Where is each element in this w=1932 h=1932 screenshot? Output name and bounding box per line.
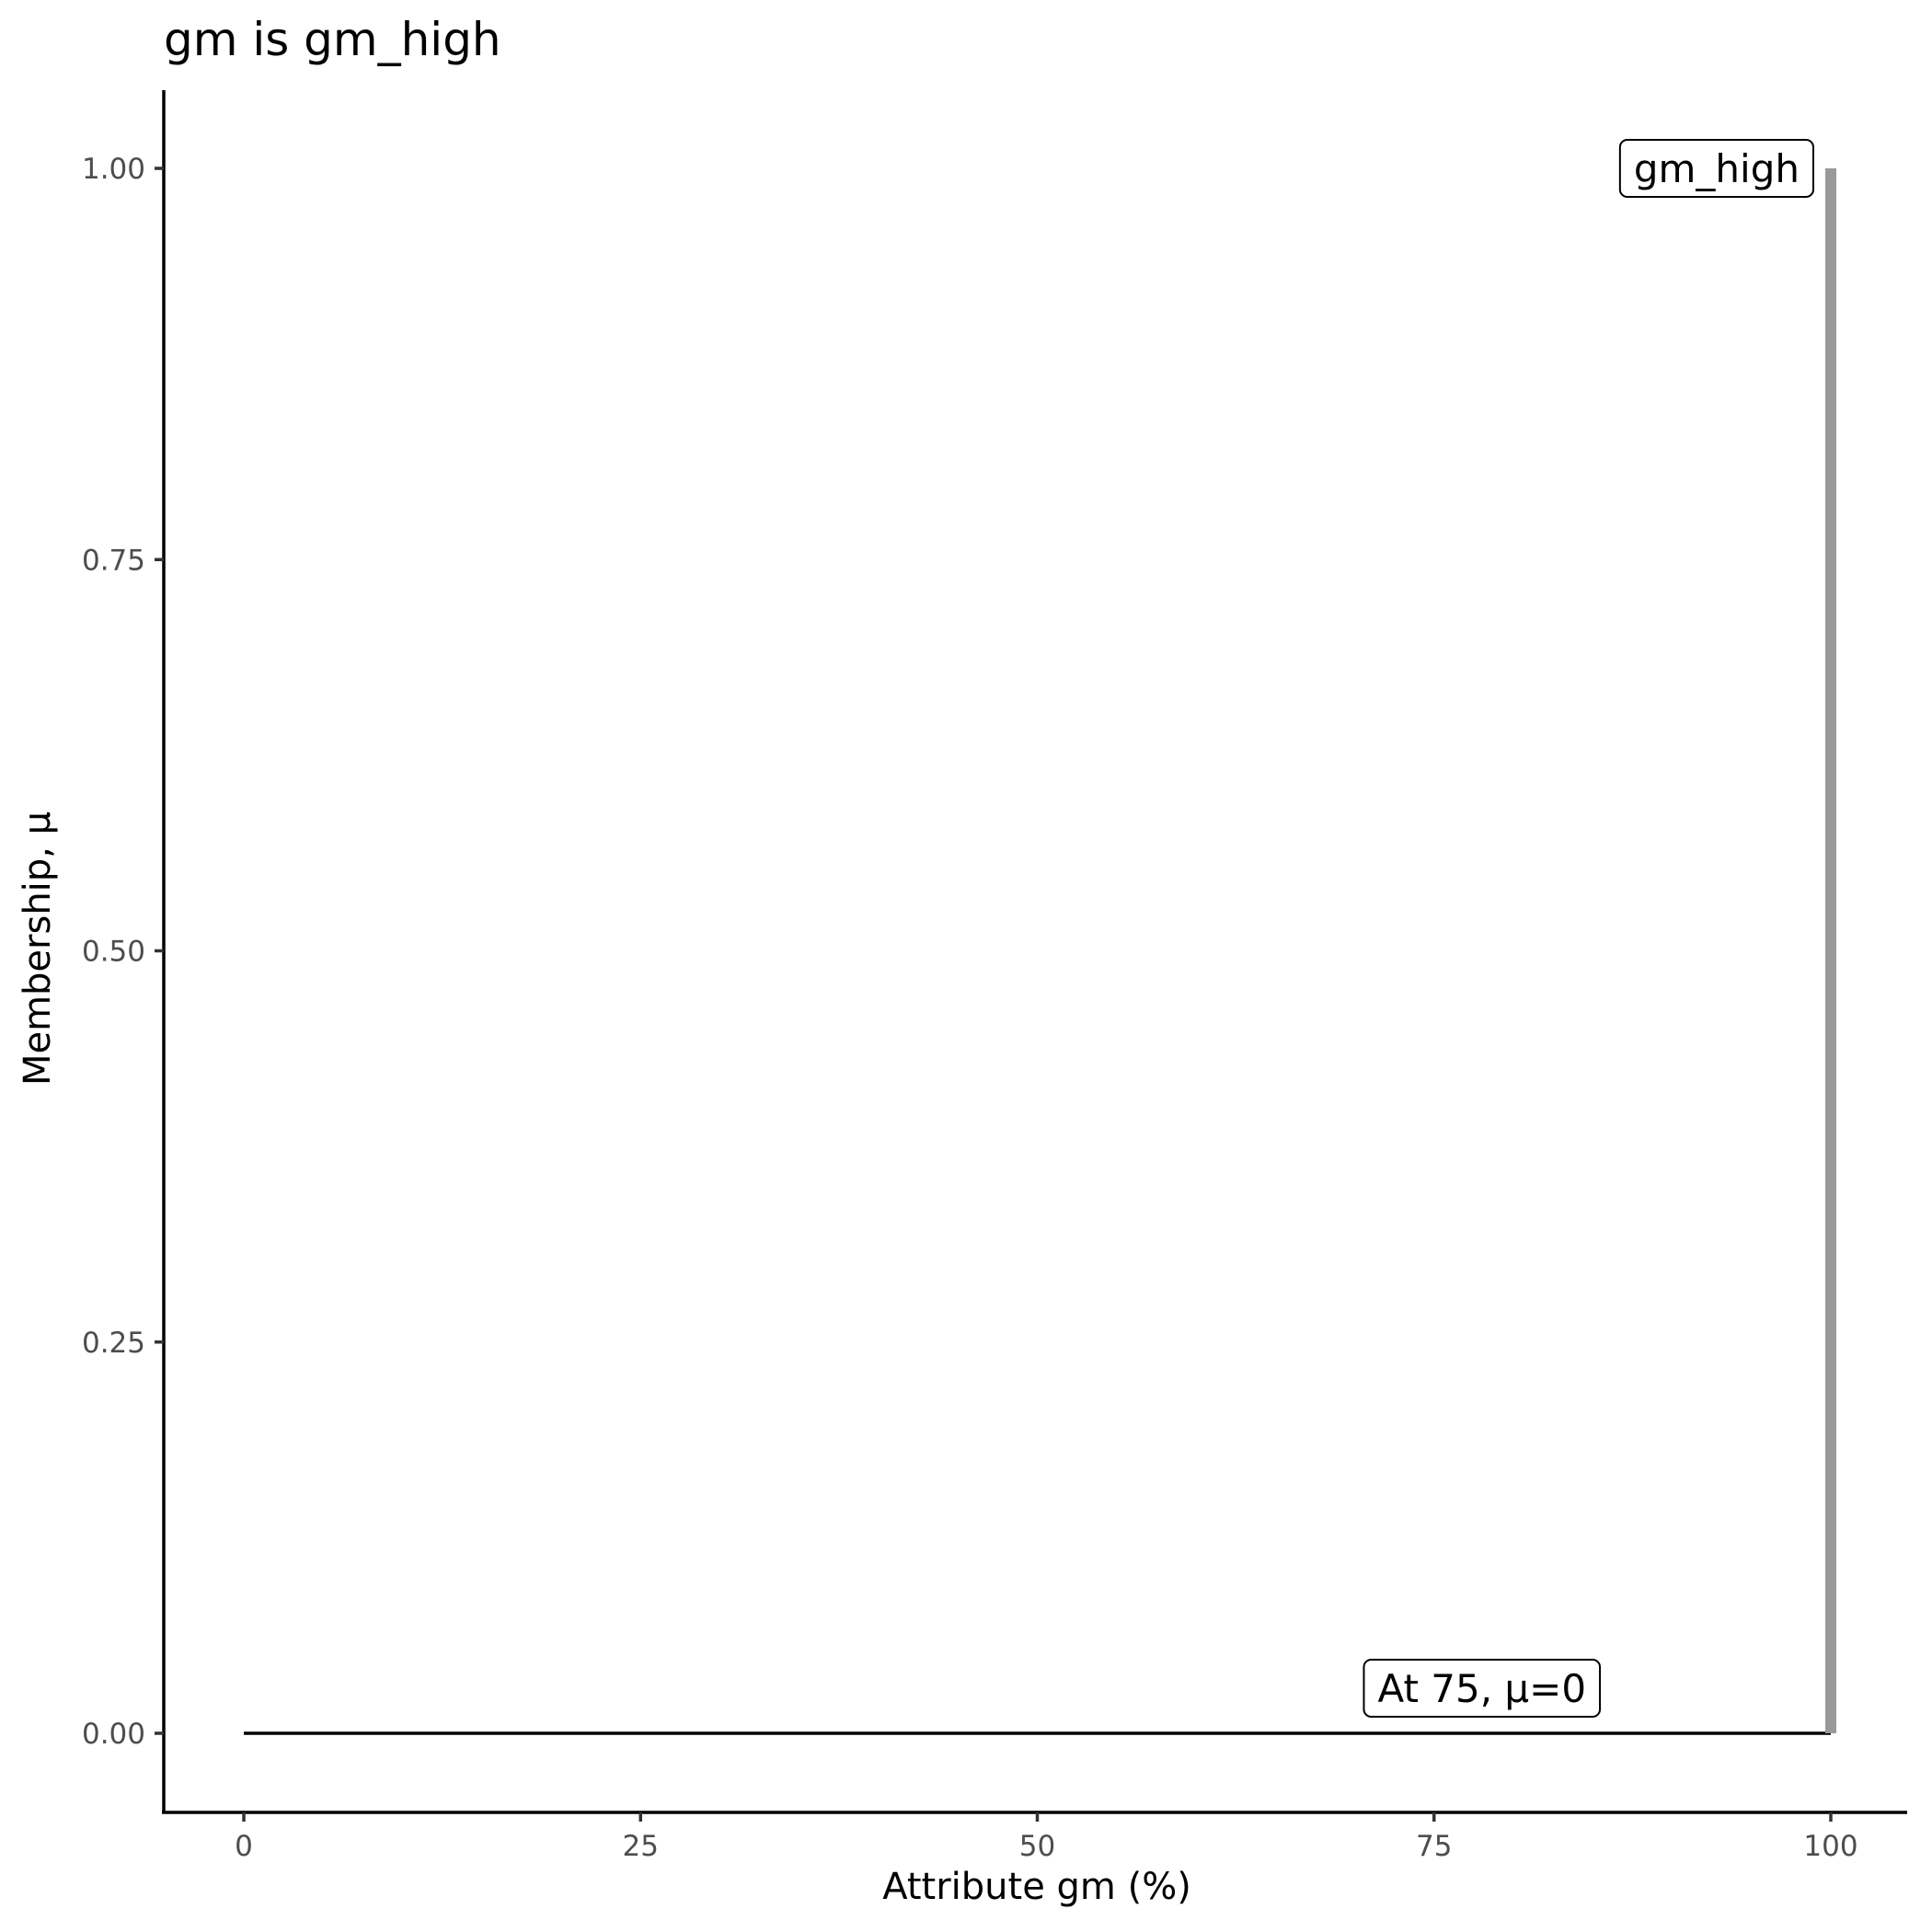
plot-area [244, 168, 1836, 1735]
x-tick-label: 25 [623, 1830, 659, 1863]
y-tick-label: 1.00 [82, 153, 145, 186]
chart-title: gm is gm_high [164, 13, 501, 66]
y-axis-title: Membership, μ [17, 811, 59, 1086]
x-axis-ticks: 0 25 50 75 100 [235, 1812, 1858, 1863]
annotation-label-0: gm_high [1618, 139, 1814, 198]
x-tick-label: 75 [1416, 1830, 1452, 1863]
annotations: gm_high At 75, μ=0 [1363, 139, 1814, 1718]
y-tick-label: 0.00 [82, 1718, 145, 1751]
y-axis-ticks: 0.00 0.25 0.50 0.75 1.00 [82, 153, 164, 1751]
annotation-box [1363, 1659, 1602, 1718]
x-tick-label: 0 [235, 1830, 253, 1863]
annotation-text: At 75, μ=0 [1377, 1666, 1586, 1711]
x-axis-title: Attribute gm (%) [882, 1866, 1191, 1908]
x-tick-label: 50 [1019, 1830, 1055, 1863]
annotation-box [1618, 139, 1814, 198]
x-tick-label: 100 [1803, 1830, 1857, 1863]
y-tick-label: 0.25 [82, 1327, 145, 1360]
annotation-label-1: At 75, μ=0 [1363, 1659, 1602, 1718]
y-tick-label: 0.50 [82, 936, 145, 969]
y-tick-label: 0.75 [82, 544, 145, 577]
annotation-text: gm_high [1634, 146, 1800, 191]
